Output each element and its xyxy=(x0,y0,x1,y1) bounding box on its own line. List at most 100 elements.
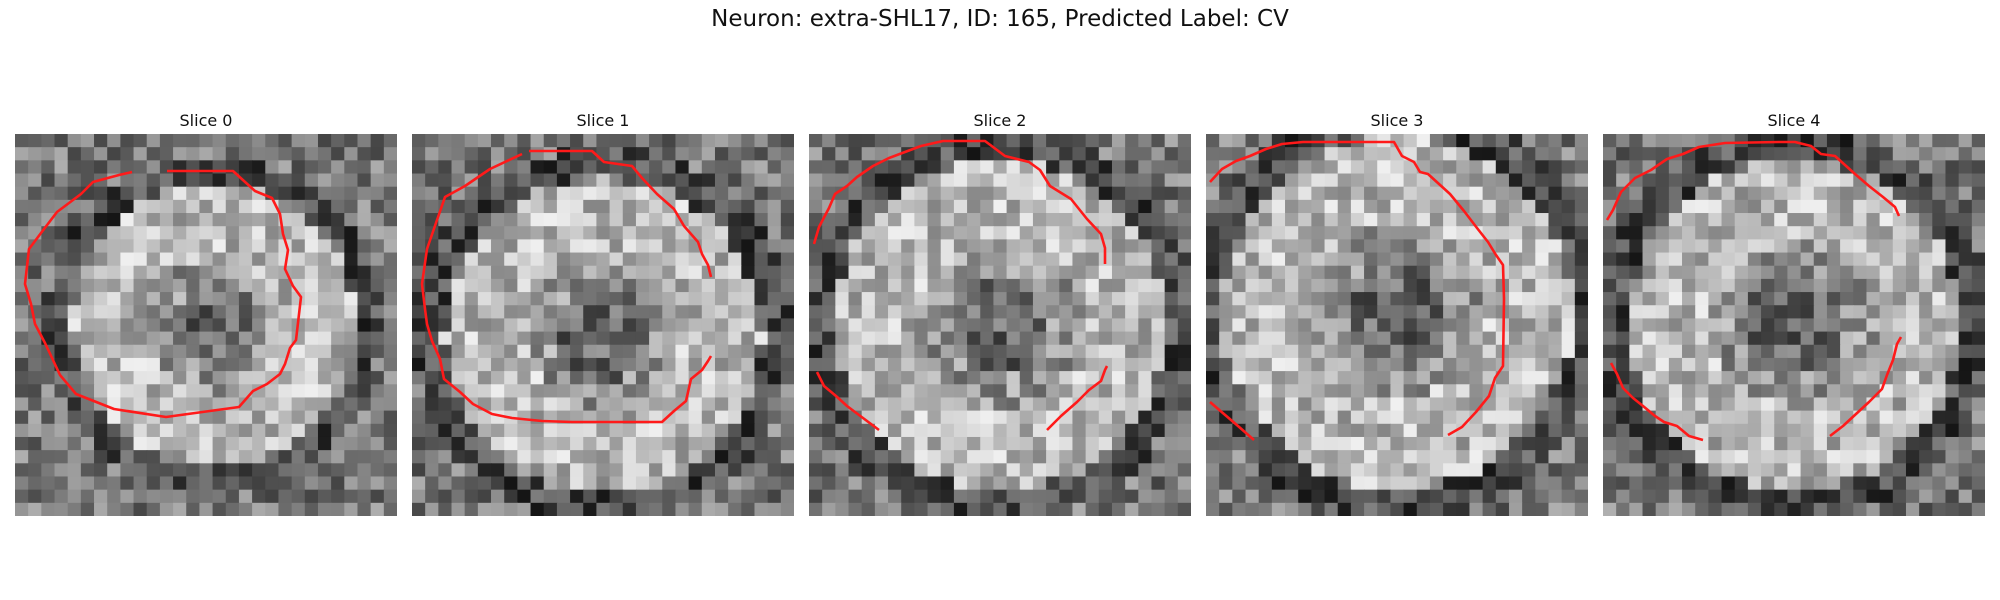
pixel xyxy=(1311,331,1326,346)
pixel xyxy=(107,147,121,161)
pixel xyxy=(635,463,650,478)
pixel xyxy=(901,331,915,346)
pixel xyxy=(41,371,56,385)
pixel xyxy=(412,160,426,175)
pixel xyxy=(701,357,716,372)
pixel xyxy=(688,252,703,267)
pixel xyxy=(556,331,571,346)
pixel xyxy=(1813,292,1828,306)
pixel xyxy=(967,331,981,346)
pixel xyxy=(1456,160,1471,175)
pixel xyxy=(1285,292,1299,306)
pixel xyxy=(1655,292,1670,306)
pixel xyxy=(1574,213,1588,227)
pixel xyxy=(1734,292,1749,306)
pixel xyxy=(225,173,240,188)
pixel xyxy=(649,344,663,359)
pixel xyxy=(927,397,942,412)
pixel xyxy=(1508,450,1523,464)
pixel xyxy=(622,331,637,346)
pixel xyxy=(159,331,174,346)
pixel xyxy=(212,450,227,464)
pixel xyxy=(331,384,345,399)
pixel xyxy=(1721,226,1736,240)
pixel xyxy=(133,436,148,451)
pixel xyxy=(1800,318,1815,333)
pixel xyxy=(1629,239,1644,254)
pixel xyxy=(556,147,571,161)
pixel xyxy=(848,213,863,227)
pixel xyxy=(1892,173,1907,188)
pixel xyxy=(1642,357,1657,372)
pixel xyxy=(1232,476,1247,491)
pixel xyxy=(1377,489,1392,504)
pixel xyxy=(304,410,319,425)
pixel xyxy=(1271,450,1286,464)
pixel xyxy=(425,252,439,267)
pixel xyxy=(383,213,397,227)
pixel xyxy=(741,213,756,227)
pixel xyxy=(1535,318,1550,333)
pixel xyxy=(1364,436,1378,451)
pixel xyxy=(741,147,756,161)
pixel xyxy=(1245,318,1260,333)
pixel xyxy=(291,147,306,161)
pixel xyxy=(1138,199,1153,214)
pixel xyxy=(383,292,397,306)
pixel xyxy=(953,173,968,188)
pixel xyxy=(1219,502,1233,516)
pixel xyxy=(28,410,42,425)
pixel xyxy=(741,436,756,451)
pixel xyxy=(1840,489,1854,504)
pixel xyxy=(173,134,187,148)
pixel xyxy=(1668,239,1683,254)
pixel xyxy=(1787,489,1802,504)
pixel xyxy=(238,173,253,188)
contour-line xyxy=(1209,401,1255,441)
pixel xyxy=(1840,502,1854,516)
pixel xyxy=(662,357,677,372)
pixel xyxy=(649,450,663,464)
pixel xyxy=(1522,436,1536,451)
pixel xyxy=(317,252,332,267)
pixel xyxy=(477,423,492,438)
pixel xyxy=(451,371,466,385)
pixel xyxy=(1350,173,1365,188)
pixel xyxy=(1905,502,1920,516)
pixel xyxy=(331,489,345,504)
pixel xyxy=(556,186,571,201)
pixel xyxy=(1111,134,1126,148)
pixel xyxy=(1905,371,1920,385)
pixel xyxy=(1390,186,1405,201)
pixel xyxy=(331,239,345,254)
pixel xyxy=(1682,331,1696,346)
pixel xyxy=(1059,173,1074,188)
pixel xyxy=(596,134,611,148)
pixel xyxy=(425,450,439,464)
pixel xyxy=(1548,213,1563,227)
pixel xyxy=(1616,213,1630,227)
pixel xyxy=(80,463,95,478)
pixel xyxy=(212,384,227,399)
pixel xyxy=(451,265,466,280)
pixel xyxy=(1469,331,1484,346)
pixel xyxy=(780,305,794,320)
pixel xyxy=(1642,252,1657,267)
pixel xyxy=(186,278,201,293)
pixel xyxy=(1125,423,1139,438)
pixel xyxy=(80,436,95,451)
pixel xyxy=(1456,199,1471,214)
pixel xyxy=(186,423,201,438)
pixel xyxy=(1164,463,1179,478)
pixel xyxy=(491,173,505,188)
pixel xyxy=(914,186,929,201)
pixel xyxy=(1879,463,1894,478)
pixel xyxy=(914,371,929,385)
pixel xyxy=(1285,489,1299,504)
pixel xyxy=(848,344,863,359)
pixel xyxy=(1682,463,1696,478)
pixel xyxy=(1429,450,1444,464)
pixel xyxy=(780,384,794,399)
pixel xyxy=(1866,239,1881,254)
pixel xyxy=(1800,423,1815,438)
